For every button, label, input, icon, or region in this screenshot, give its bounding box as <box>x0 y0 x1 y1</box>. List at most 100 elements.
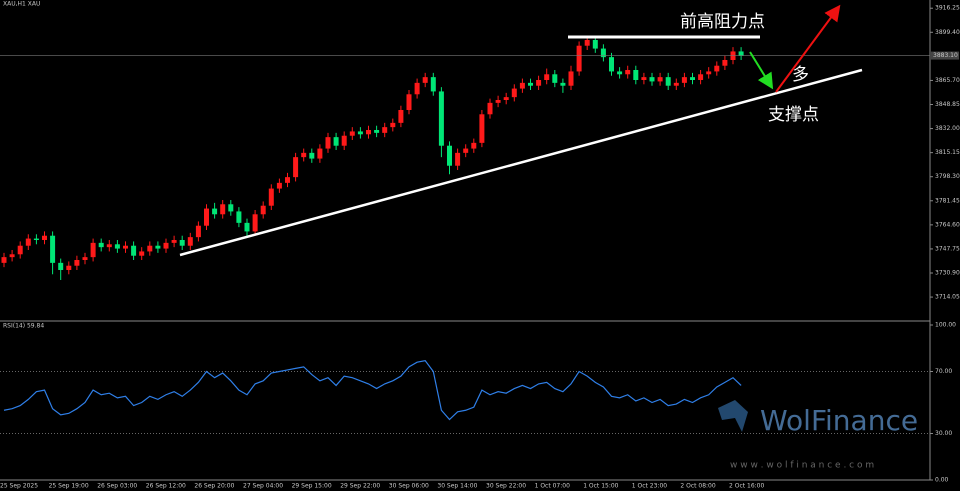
candle-body <box>123 245 128 249</box>
candle-body <box>163 242 169 249</box>
candle-body <box>285 177 290 183</box>
candle-body <box>665 77 671 86</box>
candle-body <box>252 214 258 232</box>
x-tick-label: 29 Sep 15:00 <box>292 483 332 490</box>
candle-body <box>681 77 687 83</box>
candle-body <box>649 77 655 82</box>
candle-body <box>236 211 242 223</box>
y-tick-label: 3815.15 <box>935 149 960 156</box>
candle-body <box>1 257 7 263</box>
candle-body <box>155 245 161 249</box>
candle-body <box>447 145 452 166</box>
candle-body <box>528 82 533 86</box>
candle-body <box>503 97 509 100</box>
candle-body <box>617 71 623 75</box>
x-tick-label: 2 Oct 08:00 <box>680 483 715 490</box>
candle-body <box>325 137 331 149</box>
candle-body <box>382 127 388 133</box>
y-tick-label: 3747.75 <box>935 245 960 252</box>
candle-body <box>544 74 550 80</box>
candle-body <box>25 238 31 246</box>
x-tick-label: 30 Sep 06:00 <box>389 483 429 490</box>
candle-body <box>58 262 64 270</box>
last-price-box <box>931 51 959 60</box>
candle-body <box>584 40 590 46</box>
candle-body <box>495 100 501 103</box>
support-label: 支撑点 <box>768 105 819 125</box>
x-tick-label: 25 Sep 2025 <box>0 483 38 490</box>
candle-body <box>641 77 647 80</box>
candle-body <box>131 245 137 256</box>
y-tick-label: 30.00 <box>935 430 952 437</box>
candle-body <box>609 57 614 72</box>
candle-body <box>698 74 704 80</box>
candle-body <box>212 208 218 215</box>
candle-body <box>333 137 339 146</box>
candle-body <box>576 45 582 72</box>
candle-body <box>244 222 250 232</box>
plot: 3916.25 3899.40 3865.70 3848.85 3832.00 3815.… <box>0 5 960 490</box>
candle-body <box>220 204 226 215</box>
x-tick-label: 26 Sep 12:00 <box>146 483 186 490</box>
candle-body <box>374 130 380 133</box>
candle-body <box>309 152 315 159</box>
y-tick-label: 3714.05 <box>935 294 960 301</box>
y-tick-label: 3730.90 <box>935 270 960 277</box>
candle-body <box>738 51 744 56</box>
resistance-label: 前高阻力点 <box>680 12 765 32</box>
x-tick-label: 26 Sep 03:00 <box>97 483 137 490</box>
candle-body <box>479 114 485 143</box>
candle-body <box>268 188 274 206</box>
long-label: 多 <box>792 65 809 85</box>
candle-body <box>422 77 428 83</box>
candle-body <box>568 71 574 86</box>
candle-body <box>463 148 469 153</box>
x-tick-label: 30 Sep 14:00 <box>437 483 477 490</box>
candle-body <box>301 152 307 158</box>
y-tick-label: 3899.40 <box>935 29 960 36</box>
x-tick-label: 27 Sep 04:00 <box>243 483 283 490</box>
candle-body <box>673 82 679 86</box>
candle-body <box>714 65 720 72</box>
candle-body <box>195 225 201 238</box>
watermark-logo <box>718 400 748 432</box>
candle-body <box>438 91 444 146</box>
x-tick-label: 1 Oct 23:00 <box>632 483 667 490</box>
rsi-line <box>3 359 742 421</box>
candle-body <box>349 131 355 136</box>
watermark: WolFinance w w w . w o l f i n a n c e .… <box>718 400 918 471</box>
candle-body <box>228 204 234 212</box>
candle-body <box>114 244 120 249</box>
y-tick-label: 3865.70 <box>935 77 960 84</box>
candle-body <box>293 157 299 178</box>
candle-body <box>430 77 436 92</box>
candle-body <box>260 205 266 215</box>
candle-body <box>511 88 517 98</box>
candle-body <box>414 82 420 95</box>
candle-body <box>139 251 145 256</box>
candle-body <box>366 130 371 135</box>
candle-body <box>17 245 23 255</box>
y-tick-label: 3781.45 <box>935 197 960 204</box>
support-trendline <box>179 68 863 257</box>
candle-body <box>560 82 566 86</box>
down-arrow <box>749 51 774 90</box>
candle-body <box>9 254 15 258</box>
y-tick-label: 3848.85 <box>935 101 960 108</box>
x-tick-label: 30 Sep 22:00 <box>486 483 526 490</box>
candle-body <box>552 74 558 83</box>
x-tick-label: 1 Oct 07:00 <box>535 483 570 490</box>
candle-body <box>98 242 104 248</box>
candle-body <box>66 265 72 270</box>
x-tick-label: 2 Oct 16:00 <box>729 483 764 490</box>
candle-body <box>625 70 631 75</box>
candle-body <box>187 237 193 246</box>
candle-body <box>690 77 695 80</box>
candle-body <box>357 131 363 135</box>
y-tick-label: 0.00 <box>935 477 949 484</box>
candle-body <box>455 152 461 166</box>
watermark-url: w w w . w o l f i n a n c e . c o m <box>730 461 874 471</box>
candle-body <box>519 82 525 89</box>
candle-body <box>398 110 404 123</box>
